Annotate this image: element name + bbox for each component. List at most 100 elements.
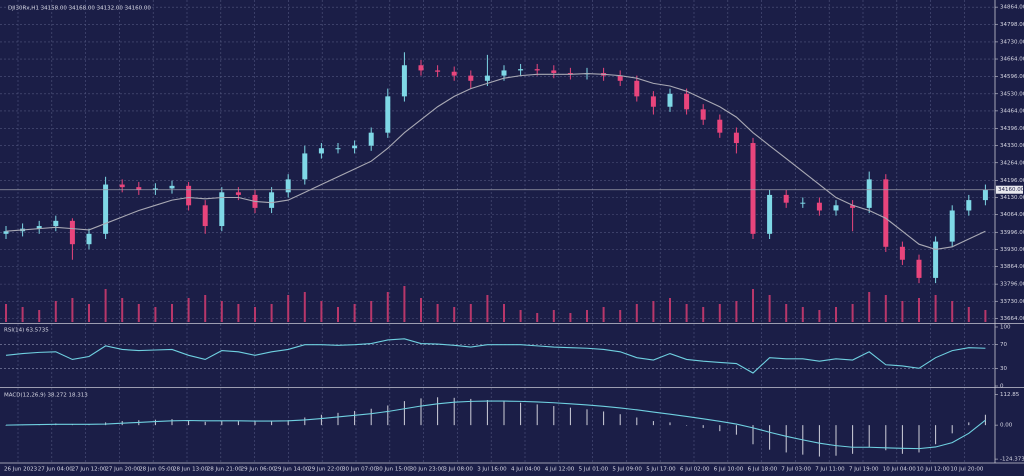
x-tick-label: 6 Jul 18:00 [748, 467, 778, 473]
candle-body [269, 192, 275, 208]
chart-title: DJI30Rx,H1 34158.00 34168.00 34132.00 34… [8, 6, 151, 12]
candle-body [534, 69, 540, 71]
candle-body [468, 75, 474, 81]
y-tick-label: 0 [1000, 384, 1004, 390]
x-tick-label: 27 Jun 04:00 [38, 467, 73, 473]
macd-bar [221, 421, 223, 426]
macd-bar [719, 425, 721, 432]
candle-body [767, 194, 773, 234]
candle-body [3, 231, 9, 234]
candle-body [36, 226, 42, 229]
x-tick-label: 7 Jul 19:00 [849, 467, 879, 473]
volume-bar [934, 295, 937, 322]
y-tick-label: 34464.00 [1000, 108, 1024, 114]
panel-title: RSI(14) 63.5735 [4, 328, 49, 334]
x-tick-label: 10 Jul 04:00 [883, 467, 916, 473]
x-tick-label: 6 Jul 10:00 [714, 467, 744, 473]
macd-bar [536, 404, 538, 426]
volume-bar [835, 307, 837, 322]
candle-body [69, 220, 75, 245]
candle-body [401, 65, 407, 97]
volume-bar [851, 304, 854, 322]
y-tick-label: 30 [1000, 366, 1007, 372]
volume-bar [768, 295, 771, 322]
volume-bar [88, 304, 90, 322]
candle-body [484, 75, 490, 81]
x-tick-label: 29 Jun 14:00 [274, 467, 309, 473]
macd-bar [503, 401, 505, 426]
volume-bar [370, 301, 373, 322]
candle-body [385, 96, 391, 133]
macd-bar [818, 425, 820, 457]
candle-body [86, 233, 92, 245]
macd-bar [669, 422, 671, 426]
volume-bar [685, 304, 688, 322]
candle-body [883, 179, 889, 247]
volume-bar [635, 304, 638, 322]
macd-bar [337, 412, 339, 426]
volume-bar [21, 307, 24, 322]
x-tick-label: 30 Jun 15:00 [376, 467, 411, 473]
volume-bar [602, 307, 605, 322]
x-tick-label: 29 Jun 22:00 [308, 467, 343, 473]
panel-title: MACD(12,26,9) 38.272 18.313 [4, 393, 88, 399]
macd-bar [420, 398, 422, 426]
volume-bar [353, 304, 356, 322]
macd-bar [271, 421, 273, 426]
volume-bar [154, 307, 157, 322]
macd-bar [171, 419, 173, 426]
y-tick-label: 33996.00 [1000, 230, 1024, 236]
y-tick-label: 34596.00 [1000, 74, 1024, 80]
candle-body [733, 132, 739, 144]
volume-bar [718, 304, 721, 322]
volume-bar [884, 295, 887, 322]
y-tick-label: 34396.00 [1000, 126, 1024, 132]
macd-bar [885, 425, 887, 451]
candle-body [816, 202, 822, 211]
macd-bar [918, 425, 920, 453]
candle-body [136, 187, 142, 190]
macd-bar [619, 414, 621, 426]
y-tick-label: 33864.00 [1000, 264, 1024, 270]
candle-body [368, 132, 374, 146]
candle-body [750, 143, 756, 234]
volume-bar [752, 289, 754, 322]
volume-bar [586, 310, 588, 322]
macd-bar [304, 417, 306, 426]
candle-body [219, 192, 225, 227]
volume-bar [38, 310, 41, 322]
volume-bar [951, 301, 954, 322]
candle-body [966, 200, 972, 211]
macd-bar [387, 405, 389, 426]
x-tick-label: 5 Jul 17:00 [646, 467, 676, 473]
macd-bar [470, 398, 472, 426]
candle-body [933, 241, 939, 278]
macd-bar [835, 425, 837, 456]
x-tick-label: 28 Jun 13:00 [173, 467, 208, 473]
x-tick-label: 29 Jun 06:00 [241, 467, 276, 473]
volume-bar [868, 292, 871, 322]
macd-bar [752, 425, 754, 445]
x-tick-label: 5 Jul 09:00 [612, 467, 642, 473]
volume-bar [386, 292, 389, 322]
y-tick-label: -124.373 [1000, 457, 1024, 463]
candle-body [800, 202, 806, 204]
y-tick-label: 34664.00 [1000, 57, 1024, 63]
candle-body [202, 205, 208, 227]
y-tick-label: 34196.00 [1000, 178, 1024, 184]
candle-body [418, 65, 424, 71]
volume-bar [469, 304, 472, 322]
candle-body [700, 109, 706, 120]
macd-bar [188, 420, 190, 426]
x-tick-label: 30 Jun 23:00 [410, 467, 445, 473]
volume-bar [652, 301, 655, 322]
volume-bar [801, 307, 804, 322]
macd-bar [237, 420, 239, 426]
volume-bar [121, 298, 124, 322]
volume-bar [204, 295, 207, 322]
volume-bar [669, 298, 671, 322]
y-tick-label: 33930.00 [1000, 247, 1024, 253]
x-tick-label: 3 Jul 08:00 [443, 467, 473, 473]
